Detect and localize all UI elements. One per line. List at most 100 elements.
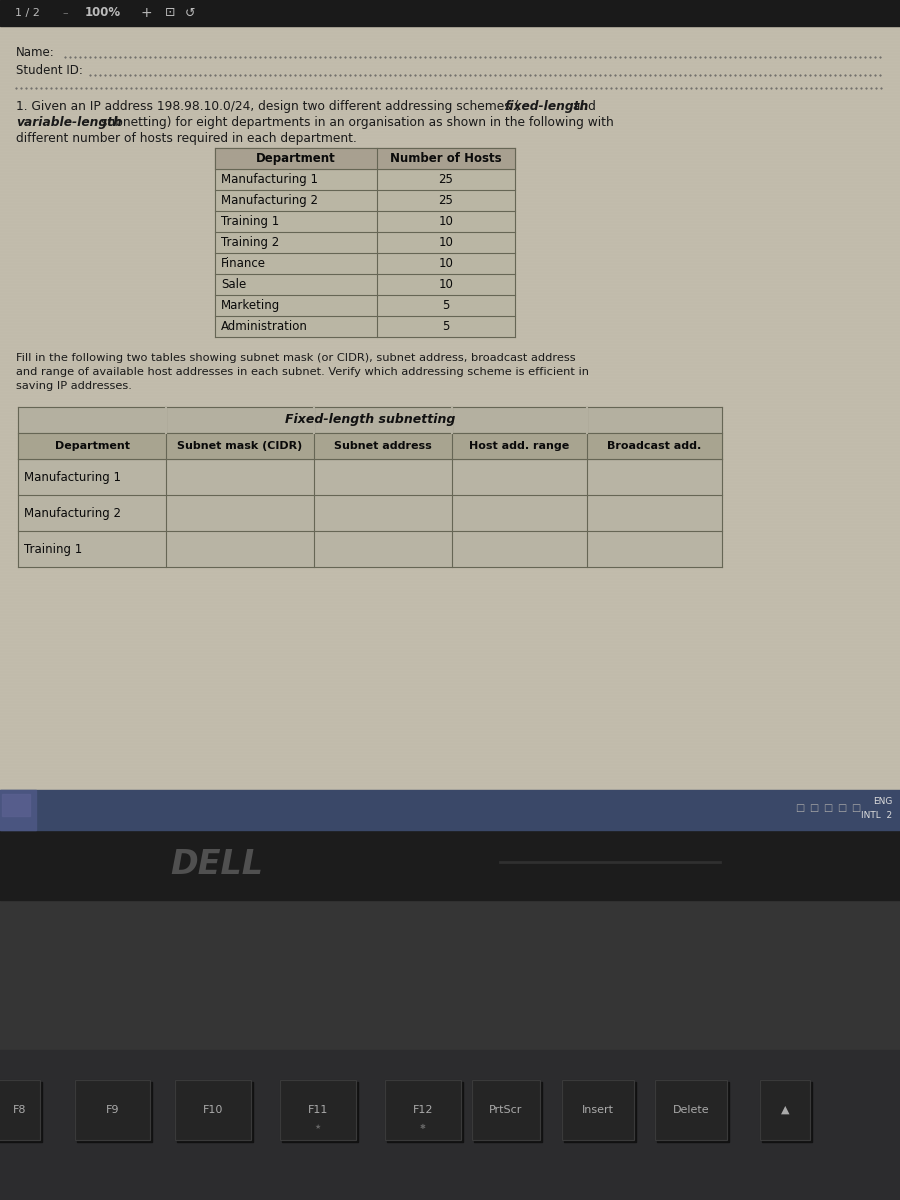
Bar [474,1082,542,1142]
Text: Training 1: Training 1 [221,215,279,228]
Text: Marketing: Marketing [221,299,280,312]
Text: Broadcast add.: Broadcast add. [608,440,702,451]
Bar [0,1080,40,1140]
Bar [0,790,36,830]
Bar [75,1080,150,1140]
Bar [0,790,900,830]
Bar [760,1080,810,1140]
Text: 5: 5 [442,320,450,332]
Text: Student ID:: Student ID: [16,64,83,77]
Bar [75,1080,150,1140]
Text: and range of available host addresses in each subnet. Verify which addressing sc: and range of available host addresses in… [16,367,589,377]
Bar [215,148,515,169]
Text: ENG: ENG [873,798,892,806]
Text: Manufacturing 1: Manufacturing 1 [24,470,121,484]
Text: 25: 25 [438,173,454,186]
Bar [177,1082,253,1142]
Text: 10: 10 [438,236,454,248]
Text: variable-length: variable-length [16,116,122,128]
Bar [385,1080,461,1140]
Bar [0,0,900,790]
Bar [2,794,30,816]
Text: □: □ [851,803,860,814]
Bar [18,433,722,458]
Text: 1 / 2: 1 / 2 [15,8,40,18]
Bar [18,407,722,433]
Bar [472,1080,540,1140]
Text: Manufacturing 1: Manufacturing 1 [221,173,318,186]
Bar [385,1080,461,1140]
Text: □: □ [796,803,805,814]
Text: 5: 5 [442,299,450,312]
Text: Training 1: Training 1 [24,542,82,556]
Text: +: + [140,6,151,20]
Text: Administration: Administration [221,320,308,332]
Bar [657,1082,729,1142]
Text: Delete: Delete [672,1105,709,1115]
Bar [0,1050,900,1200]
Bar [175,1080,251,1140]
Text: Insert: Insert [582,1105,614,1115]
Text: 100%: 100% [85,6,122,19]
Text: Department: Department [55,440,130,451]
Bar [0,1080,40,1140]
Text: 1. Given an IP address 198.98.10.0/24, design two different addressing schemes (: 1. Given an IP address 198.98.10.0/24, d… [16,100,519,113]
Text: □: □ [809,803,819,814]
Text: F12: F12 [413,1105,433,1115]
Bar [564,1082,636,1142]
Text: □: □ [824,803,832,814]
Text: Sale: Sale [221,278,247,290]
Text: Finance: Finance [221,257,266,270]
Text: 25: 25 [438,194,454,206]
Bar [175,1080,251,1140]
Text: PrtScr: PrtScr [490,1105,523,1115]
Text: Department: Department [256,152,336,164]
Text: and: and [569,100,596,113]
Text: different number of hosts required in each department.: different number of hosts required in ea… [16,132,357,145]
Bar [18,458,722,566]
Text: ▲: ▲ [781,1105,789,1115]
Text: F9: F9 [106,1105,119,1115]
Bar [0,830,900,900]
Bar [0,1082,42,1142]
Bar [215,148,515,337]
Bar [280,1080,356,1140]
Text: fixed-length: fixed-length [504,100,589,113]
Text: F8: F8 [14,1105,27,1115]
Text: saving IP addresses.: saving IP addresses. [16,382,132,391]
Text: 10: 10 [438,257,454,270]
Text: ★: ★ [315,1123,321,1130]
Bar [387,1082,463,1142]
Text: DELL: DELL [170,848,263,882]
Bar [762,1082,812,1142]
Text: Manufacturing 2: Manufacturing 2 [221,194,318,206]
Text: Host add. range: Host add. range [470,440,570,451]
Bar [77,1082,152,1142]
Text: F11: F11 [308,1105,328,1115]
Bar [280,1080,356,1140]
Text: INTL  2: INTL 2 [861,810,892,820]
Bar [0,0,900,26]
Text: ✱: ✱ [420,1123,426,1130]
Text: Manufacturing 2: Manufacturing 2 [24,506,121,520]
Text: 10: 10 [438,278,454,290]
Text: subnetting) for eight departments in an organisation as shown in the following w: subnetting) for eight departments in an … [97,116,614,128]
Text: 10: 10 [438,215,454,228]
Text: Number of Hosts: Number of Hosts [391,152,502,164]
Text: Subnet mask (CIDR): Subnet mask (CIDR) [177,440,302,451]
Bar [655,1080,727,1140]
Bar [282,1082,358,1142]
Text: Fixed-length subnetting: Fixed-length subnetting [284,414,455,426]
Text: –: – [62,8,68,18]
Bar [562,1080,634,1140]
Text: □: □ [837,803,847,814]
Text: Name:: Name: [16,46,55,59]
Bar [562,1080,634,1140]
Bar [655,1080,727,1140]
Text: Fill in the following two tables showing subnet mask (or CIDR), subnet address, : Fill in the following two tables showing… [16,353,576,362]
Bar [0,900,900,1050]
Text: ↺: ↺ [185,6,195,19]
Bar [472,1080,540,1140]
Bar [760,1080,810,1140]
Text: Subnet address: Subnet address [334,440,432,451]
